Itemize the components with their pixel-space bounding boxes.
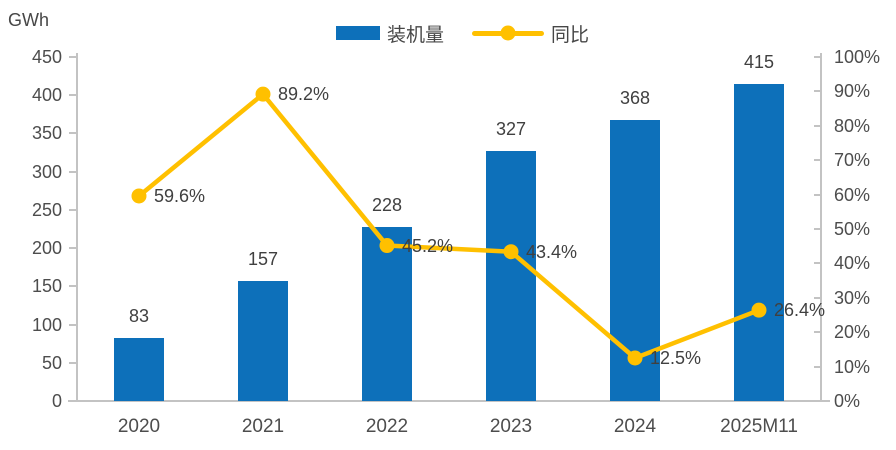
right-axis-tick [814,124,821,127]
left-axis-line [76,53,78,401]
right-axis-tick [814,365,821,368]
y-axis-right-tick-label: 20% [834,322,871,343]
right-axis-tick [814,262,821,265]
right-axis-tick [814,193,821,196]
line-marker-2021 [255,86,271,102]
bar-value-label-2022: 228 [371,194,403,215]
line-point-label-2022: 45.2% [402,235,454,256]
x-axis-label-2021: 2021 [241,416,285,437]
left-axis-tick [69,285,76,288]
line-point-label-2023: 43.4% [526,241,578,262]
bar-value-label-2020: 83 [128,305,150,326]
line-marker-2020 [131,188,147,204]
y-axis-right-tick-label: 80% [834,115,871,136]
bar-2023 [486,151,536,401]
y-axis-right-tick-label: 40% [834,253,871,274]
legend-line-marker-icon [500,25,516,41]
bar-value-label-2021: 157 [247,248,279,269]
right-axis-tick [814,296,821,299]
left-axis-tick [69,208,76,211]
y-axis-right-tick-label: 10% [834,356,871,377]
bar-2025M11 [734,83,784,401]
right-axis-tick [814,159,821,162]
legend-label-yoy: 同比 [551,24,590,46]
bar-2020 [114,337,164,401]
left-axis-tick [69,56,76,58]
x-axis-label-2022: 2022 [365,416,409,437]
left-axis-tick [69,94,76,97]
y-axis-left-tick-label: 350 [31,123,62,144]
line-point-label-2021: 89.2% [278,84,330,105]
y-axis-left-tick-label: 400 [31,85,62,106]
y-axis-right-tick-label: 100% [834,47,881,67]
y-axis-right-tick-label: 70% [834,150,871,171]
line-point-label-2025M11: 26.4% [774,300,826,321]
y-axis-right-tick-label: 90% [834,81,871,102]
bar-value-label-2024: 368 [619,87,651,108]
left-axis-tick [69,132,76,135]
left-axis-tick [69,323,76,326]
left-axis-tick [69,361,76,364]
legend-line-swatch [472,25,545,41]
left-axis-tick [69,170,76,173]
x-axis-label-2020: 2020 [117,416,161,437]
left-axis-tick [69,247,76,250]
legend-label-installed-capacity: 装机量 [387,24,445,46]
bar-value-label-2025M11: 415 [743,51,775,72]
x-axis-label-2024: 2024 [613,416,657,437]
x-axis-label-2023: 2023 [489,416,533,437]
y-axis-left-tick-label: 50 [41,352,62,373]
right-axis-tick [814,331,821,334]
left-axis-unit-label: GWh [8,10,50,30]
right-axis-line [820,53,822,401]
y-axis-left-tick-label: 100 [31,314,62,335]
y-axis-right-tick-label: 30% [834,287,871,308]
y-axis-left-tick-label: 250 [31,199,62,220]
right-axis-tick [814,228,821,230]
bar-2021 [238,280,288,401]
right-axis-tick [814,90,821,93]
y-axis-right-tick-label: 60% [834,184,871,205]
y-axis-left-tick-label: 450 [31,47,62,67]
x-axis-label-2025M11: 2025M11 [720,416,798,437]
right-axis-tick [814,56,821,58]
legend: 装机量 同比 [336,20,589,46]
bar-value-label-2023: 327 [495,119,527,140]
y-axis-left-tick-label: 150 [31,276,62,297]
line-point-label-2020: 59.6% [154,185,206,206]
y-axis-left-tick-label: 200 [31,238,62,259]
y-axis-left-tick-label: 0 [51,391,62,411]
y-axis-right-tick-label: 50% [834,219,871,239]
y-axis-left-tick-label: 300 [31,161,62,182]
x-axis-line [68,400,830,402]
right-axis-tick [814,400,821,402]
legend-bar-swatch [336,26,380,40]
y-axis-right-tick-label: 0% [834,391,861,411]
line-point-label-2024: 12.5% [650,348,702,368]
left-axis-tick [69,400,76,402]
yoy-line [136,91,762,361]
